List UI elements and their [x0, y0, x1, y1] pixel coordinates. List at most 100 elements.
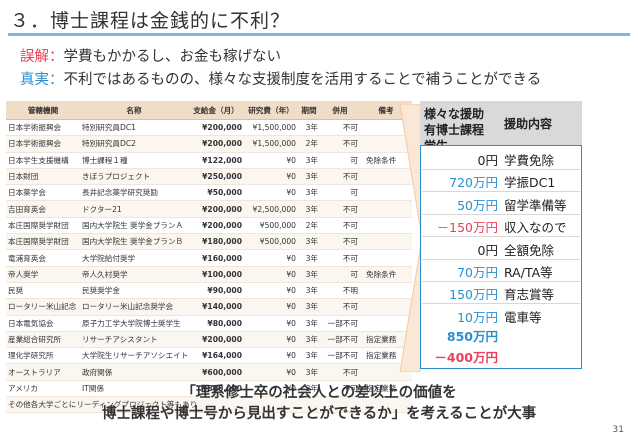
row-divider — [422, 168, 580, 170]
cell-name: 大学院生リサーチアソシエイト — [80, 347, 188, 365]
page-number: 31 — [612, 425, 624, 435]
cell-monthly: ¥164,000 — [188, 347, 244, 365]
cell-name: きぼうプロジェクト — [80, 168, 188, 186]
cell-concurrent: 不可 — [320, 168, 360, 186]
cell-research: ¥0 — [244, 266, 298, 283]
cell-research: ¥0 — [244, 380, 298, 398]
comparison-amount: －150万円 — [436, 220, 498, 236]
cell-monthly: ¥800,000 — [188, 380, 244, 398]
row-divider — [422, 303, 580, 305]
col-header-period: 期間 — [298, 101, 320, 120]
table-footer-note: その他各大学ごとにリーディングプロジェクト等もあり — [6, 396, 412, 414]
cell-name: 政府関係 — [80, 363, 188, 381]
cell-concurrent: 可 — [320, 184, 360, 202]
cell-research: ¥500,000 — [244, 217, 298, 235]
cell-agency: 日本学術振興会 — [6, 119, 80, 137]
cell-name: ドクター21 — [80, 200, 188, 218]
cell-research: ¥0 — [244, 249, 298, 267]
table-footer-row: その他各大学ごとにリーディングプロジェクト等もあり — [6, 396, 412, 414]
col-header-name: 名称 — [80, 101, 188, 120]
cell-agency: 竜浦育英会 — [6, 249, 80, 267]
title-divider — [8, 33, 630, 36]
misconception-text: 学費もかかるし、お金も稼げない — [63, 49, 282, 65]
cell-agency: オーストラリア — [6, 363, 80, 381]
cell-period: 3年 — [298, 347, 320, 365]
comparison-row: 0円 学費免除 — [420, 147, 582, 169]
cell-name: 帝人久村奨学 — [80, 266, 188, 283]
cell-name: IT関係 — [80, 380, 188, 398]
table-row: 日本学生支援機構 博士課程１種 ¥122,000 ¥0 3年可免除条件 — [6, 152, 412, 169]
cell-name: 長井記念薬学研究奨励 — [80, 184, 188, 202]
cell-research: ¥0 — [244, 331, 298, 349]
cell-agency: 理化学研究所 — [6, 347, 80, 365]
table-row: 竜浦育英会 大学院給付奨学 ¥160,000 ¥0 3年 不可 — [6, 249, 412, 267]
cell-name: 博士課程１種 — [80, 152, 188, 169]
cell-agency: 日本学生支援機構 — [6, 152, 80, 169]
comparison-content: 留学準備等 — [504, 197, 567, 213]
cell-name: 大学院給付奨学 — [80, 249, 188, 267]
cell-research: ¥0 — [244, 347, 298, 365]
cell-period: 2年 — [298, 217, 320, 235]
cell-notes — [360, 282, 412, 300]
misconception-line: 誤解：学費もかかるし、お金も稼げない — [20, 45, 281, 66]
cell-concurrent: 可 — [320, 266, 360, 283]
comparison-row: 70万円 RA/TA等 — [420, 259, 582, 281]
table-row: オーストラリア 政府関係 ¥600,000 ¥0 3年 不可 — [6, 363, 412, 381]
table-row: 吉田育英会 ドクター21 ¥200,000 ¥2,500,000 3年 不可 — [6, 200, 412, 218]
cell-monthly: ¥200,000 — [188, 331, 244, 349]
cell-notes — [360, 119, 412, 137]
cell-research: ¥0 — [244, 315, 298, 332]
comparison-row: 720万円 学振DC1 — [420, 169, 582, 191]
cell-period: 3年 — [298, 380, 320, 398]
comparison-content: 学費免除 — [504, 153, 555, 168]
comparison-content: 電車等 — [504, 309, 542, 325]
cell-monthly: ¥90,000 — [188, 282, 244, 300]
comparison-amount: 50万円 — [457, 197, 498, 213]
cell-concurrent: 不可 — [320, 249, 360, 267]
cell-period: 3年 — [298, 298, 320, 316]
cell-monthly: ¥100,000 — [188, 266, 244, 283]
col-header-notes: 備考 — [360, 101, 412, 120]
comparison-header-content: 援助内容 — [504, 117, 553, 131]
cell-monthly: ¥250,000 — [188, 168, 244, 186]
cell-monthly: ¥160,000 — [188, 249, 244, 267]
cell-research: ¥500,000 — [244, 233, 298, 251]
total-negative: －400万円 — [434, 350, 498, 365]
cell-research: ¥0 — [244, 363, 298, 381]
cell-agency: 日本学術振興会 — [6, 135, 80, 153]
cell-research: ¥2,500,000 — [244, 200, 298, 218]
cell-notes — [360, 168, 412, 186]
cell-agency: 帝人奨学 — [6, 266, 80, 283]
cell-name: 特別研究員DC2 — [80, 135, 188, 153]
cell-monthly: ¥200,000 — [188, 119, 244, 137]
row-divider — [422, 191, 580, 193]
cell-period: 3年 — [298, 184, 320, 202]
cell-notes: 免除条件 — [360, 266, 412, 283]
cell-notes: 免除条件 — [360, 152, 412, 169]
cell-agency: 吉田育英会 — [6, 200, 80, 218]
cell-research: ¥1,500,000 — [244, 119, 298, 137]
truth-text: 不利ではあるものの、様々な支援制度を活用することで補うことができる — [63, 72, 542, 88]
cell-notes — [360, 233, 412, 251]
cell-period: 2年 — [298, 135, 320, 153]
total-positive: 850万円 — [446, 329, 498, 344]
cell-research: ¥1,500,000 — [244, 135, 298, 153]
cell-agency: 日本財団 — [6, 168, 80, 186]
cell-concurrent: 不可 — [320, 380, 360, 398]
cell-monthly: ¥200,000 — [188, 135, 244, 153]
cell-concurrent: 一部不可 — [320, 315, 360, 332]
table-row: 産業総合研究所 リサーチアシスタント ¥200,000 ¥0 3年 一部不可 指定業務 — [6, 331, 412, 349]
table-row: 帝人奨学 帝人久村奨学 ¥100,000 ¥0 3年可免除条件 — [6, 266, 412, 283]
cell-agency: ロータリー米山記念 — [6, 298, 80, 316]
comparison-content: 育志賞等 — [504, 287, 555, 303]
comparison-row: 50万円 留学準備等 — [420, 192, 582, 214]
cell-concurrent: 不可 — [320, 363, 360, 381]
cell-period: 3年 — [298, 282, 320, 300]
col-header-monthly: 支給金（月） — [188, 101, 244, 120]
row-divider — [422, 258, 580, 260]
cell-period: 3年 — [298, 266, 320, 283]
cell-notes — [360, 249, 412, 267]
cell-research: ¥0 — [244, 152, 298, 169]
cell-period: 3年 — [298, 249, 320, 267]
cell-concurrent: 可 — [320, 152, 360, 169]
